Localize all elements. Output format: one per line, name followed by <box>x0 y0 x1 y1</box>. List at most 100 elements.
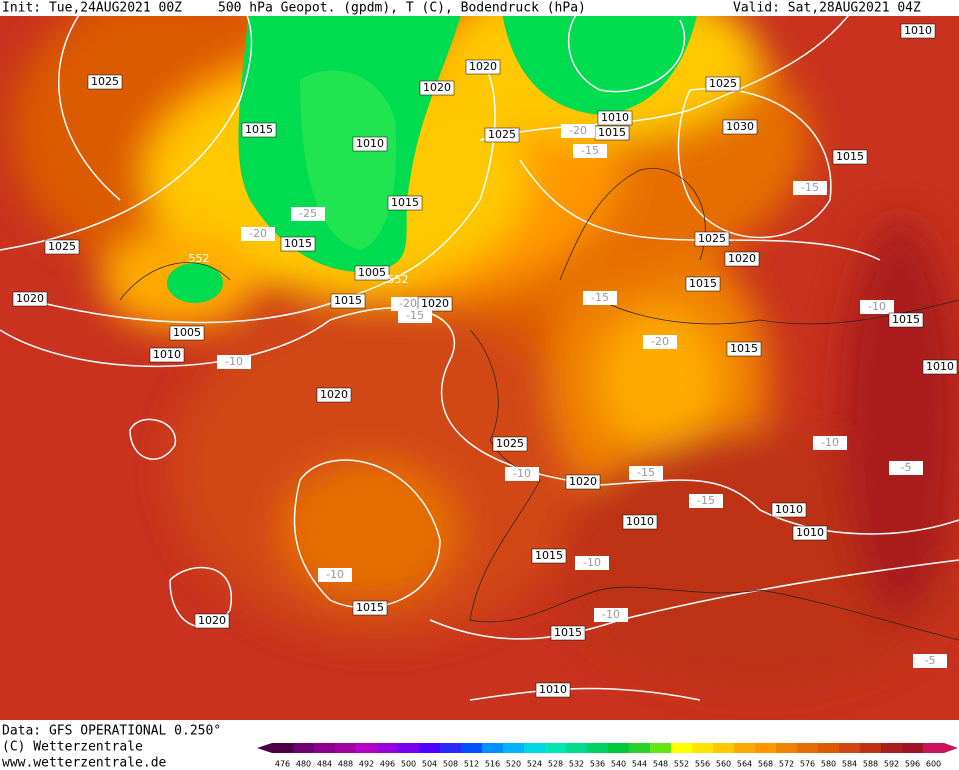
legend-swatch <box>587 743 609 753</box>
label-box <box>889 461 923 475</box>
legend-label: 536 <box>590 760 605 769</box>
map-label: 1020 <box>194 613 230 629</box>
isobar-label: 1025 <box>48 240 76 253</box>
isobar-label: 1015 <box>245 123 273 136</box>
temperature-label: -10 <box>602 608 620 621</box>
label-box <box>531 548 567 564</box>
legend-swatch <box>860 743 882 753</box>
label-box <box>722 119 758 135</box>
legend-swatch <box>650 743 672 753</box>
map-label: 1015 <box>594 125 630 141</box>
label-box <box>391 297 425 311</box>
label-box <box>726 341 762 357</box>
temperature-label: -10 <box>225 355 243 368</box>
map-label: 1005 <box>169 325 205 341</box>
map-label: 1020 <box>565 474 601 490</box>
legend-swatch <box>545 743 567 753</box>
website: www.wetterzentrale.de <box>2 756 167 770</box>
isobar-label: 1020 <box>16 292 44 305</box>
map-label: 1030 <box>722 119 758 135</box>
map-label: 1015 <box>330 293 366 309</box>
map-label: 1015 <box>550 625 586 641</box>
label-box <box>705 76 741 92</box>
legend-label: 572 <box>779 760 794 769</box>
map-label: 1010 <box>535 682 571 698</box>
map-label: 1010 <box>352 136 388 152</box>
label-box <box>594 608 628 622</box>
isobar-label: 1015 <box>391 196 419 209</box>
temperature-label: -10 <box>513 467 531 480</box>
temperature-label: -20 <box>569 124 587 137</box>
color-legend: 476 480 484 488 492 496 500 504 508 512 516 520 524 5… <box>257 743 958 769</box>
temperature-label: -15 <box>591 291 609 304</box>
map-label: 1020 <box>417 296 453 312</box>
isobar-label: 1020 <box>320 388 348 401</box>
map-label: 1020 <box>419 80 455 96</box>
legend-swatch <box>524 743 546 753</box>
legend-label: 484 <box>317 760 332 769</box>
legend-label: 532 <box>569 760 584 769</box>
label-box <box>583 291 617 305</box>
map-label: -10 <box>217 355 251 369</box>
isobar-label: 1010 <box>539 683 567 696</box>
isobar-label: 1020 <box>421 297 449 310</box>
map-label: -10 <box>813 436 847 450</box>
map-label: -20 <box>561 124 595 138</box>
isobar-label: 1015 <box>284 237 312 250</box>
low-core <box>300 70 397 250</box>
legend-label: 588 <box>863 760 878 769</box>
legend-swatch <box>482 743 504 753</box>
legend-label: 520 <box>506 760 521 769</box>
label-box <box>550 625 586 641</box>
label-box <box>643 335 677 349</box>
init-time: Init: Tue,24AUG2021 00Z <box>2 1 182 16</box>
isobar-label: 1010 <box>356 137 384 150</box>
map-label: 1020 <box>316 387 352 403</box>
legend-label: 516 <box>485 760 500 769</box>
legend-swatch <box>755 743 777 753</box>
label-box <box>685 276 721 292</box>
map-label: -15 <box>629 466 663 480</box>
legend-swatch <box>293 743 315 753</box>
legend-label: 488 <box>338 760 353 769</box>
isobar-label: 1010 <box>153 348 181 361</box>
label-box <box>913 654 947 668</box>
temperature-label: -15 <box>801 181 819 194</box>
isobar-label: 1015 <box>836 150 864 163</box>
valid-time: Valid: Sat,28AUG2021 04Z <box>733 1 921 16</box>
isobar-label: 1015 <box>892 313 920 326</box>
label-box <box>387 195 423 211</box>
isobar-label: 1020 <box>728 252 756 265</box>
isobar-label: 1015 <box>356 601 384 614</box>
legend-label: 560 <box>716 760 731 769</box>
legend-swatch <box>629 743 651 753</box>
isobar-label: 1015 <box>730 342 758 355</box>
map-label: 552 <box>189 252 210 265</box>
map-label: 1015 <box>531 548 567 564</box>
map-label: 1020 <box>724 251 760 267</box>
legend-label: 476 <box>275 760 290 769</box>
map-label: 1025 <box>492 436 528 452</box>
isobar-label: 1015 <box>689 277 717 290</box>
map-label: 1015 <box>832 149 868 165</box>
isobar-label: 1015 <box>554 626 582 639</box>
legend-swatch <box>734 743 756 753</box>
isobar-label: 1030 <box>726 120 754 133</box>
map-label: -20 <box>241 227 275 241</box>
legend-swatch <box>776 743 798 753</box>
legend-label: 496 <box>380 760 395 769</box>
label-box <box>597 110 633 126</box>
legend-swatch <box>272 743 294 753</box>
label-box <box>860 300 894 314</box>
low-area <box>500 0 700 115</box>
temperature-label: -15 <box>697 494 715 507</box>
label-box <box>217 355 251 369</box>
map-label: -15 <box>793 181 827 195</box>
label-box <box>465 59 501 75</box>
label-box <box>44 239 80 255</box>
legend-swatch <box>335 743 357 753</box>
isobar-label: 1025 <box>496 437 524 450</box>
map-label: 552 <box>388 273 409 286</box>
legend-label: 584 <box>842 760 857 769</box>
label-box <box>832 149 868 165</box>
